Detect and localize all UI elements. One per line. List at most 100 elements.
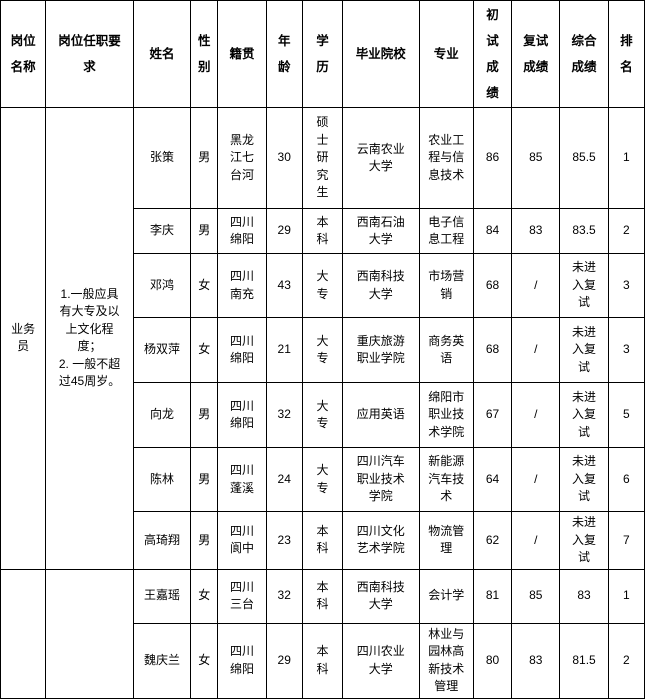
cell-major: 电子信息工程 xyxy=(418,208,474,254)
cell-requirements: 1.一般应具有大专及以上文化程度； 2. 一般不超过45周岁。 xyxy=(45,107,134,570)
cell-education: 本科 xyxy=(301,208,344,254)
cell-name: 杨双萍 xyxy=(132,317,192,383)
cell-rank: 1 xyxy=(607,568,645,624)
cell-rank: 3 xyxy=(607,317,645,383)
table-row: 李庆 男 四川绵阳 29 本科 西南石油大学 电子信息工程 84 83 83.5… xyxy=(1,208,645,254)
cell-gender: 女 xyxy=(190,253,219,318)
cell-retest-score: 83 xyxy=(511,622,561,699)
cell-overall-score: 85.5 xyxy=(559,107,609,209)
cell-education: 大专 xyxy=(301,447,344,512)
cell-overall-score: 83 xyxy=(559,568,609,624)
cell-initial-score: 64 xyxy=(472,447,513,512)
cell-name: 向龙 xyxy=(132,382,192,448)
cell-overall-score: 81.5 xyxy=(559,622,609,699)
cell-retest-score: / xyxy=(511,447,561,512)
cell-school: 四川农业大学 xyxy=(342,622,420,699)
col-header-overall-score: 综合成绩 xyxy=(559,0,609,108)
cell-major: 物流管理 xyxy=(418,511,474,570)
cell-education: 硕士研究生 xyxy=(301,107,344,209)
cell-retest-score: / xyxy=(511,511,561,570)
cell-major: 新能源汽车技术 xyxy=(418,447,474,512)
table-row: 陈林 男 四川蓬溪 24 大专 四川汽车职业技术学院 新能源汽车技术 64 / … xyxy=(1,447,645,512)
cell-age: 29 xyxy=(265,622,303,699)
cell-native-place: 四川阆中 xyxy=(217,511,267,570)
cell-age: 29 xyxy=(265,208,303,254)
cell-requirements xyxy=(45,568,134,699)
cell-gender: 女 xyxy=(190,622,219,699)
requirement-item: 2. 一般不超过45周岁。 xyxy=(58,356,121,389)
cell-gender: 男 xyxy=(190,511,219,570)
cell-rank: 1 xyxy=(607,107,645,209)
cell-school: 西南科技大学 xyxy=(342,568,420,624)
cell-native-place: 四川绵阳 xyxy=(217,317,267,383)
cell-age: 23 xyxy=(265,511,303,570)
table-row: 邓鸿 女 四川南充 43 大专 西南科技大学 市场营销 68 / 未进入复试 3 xyxy=(1,253,645,318)
cell-position: 业务员 xyxy=(0,107,47,570)
cell-rank: 5 xyxy=(607,382,645,448)
cell-age: 32 xyxy=(265,568,303,624)
cell-native-place: 黑龙江七台河 xyxy=(217,107,267,209)
cell-age: 24 xyxy=(265,447,303,512)
cell-rank: 6 xyxy=(607,447,645,512)
cell-overall-score: 83.5 xyxy=(559,208,609,254)
cell-retest-score: / xyxy=(511,382,561,448)
table-row: 魏庆兰 女 四川绵阳 29 本科 四川农业大学 林业与园林高新技术管理 80 8… xyxy=(1,622,645,699)
cell-major: 绵阳市职业技术学院 xyxy=(418,382,474,448)
cell-age: 43 xyxy=(265,253,303,318)
cell-education: 本科 xyxy=(301,568,344,624)
cell-name: 高琦翔 xyxy=(132,511,192,570)
cell-overall-score: 未进入复试 xyxy=(559,317,609,383)
table-row: 王嘉瑶 女 四川三台 32 本科 西南科技大学 会计学 81 85 83 1 xyxy=(0,568,645,699)
cell-gender: 女 xyxy=(190,568,219,624)
header-row: 岗位名称 岗位任职要求 姓名 性别 籍贯 年龄 学历 毕业院校 专业 初试成绩 … xyxy=(0,0,645,108)
table-row: 业务员 1.一般应具有大专及以上文化程度； 2. 一般不超过45周岁。 张策 男… xyxy=(0,107,645,570)
cell-name: 魏庆兰 xyxy=(132,622,192,699)
col-header-school: 毕业院校 xyxy=(342,0,420,108)
cell-school: 西南科技大学 xyxy=(342,253,420,318)
table-row: 杨双萍 女 四川绵阳 21 大专 重庆旅游职业学院 商务英语 68 / 未进入复… xyxy=(1,317,645,383)
cell-gender: 男 xyxy=(190,447,219,512)
cell-retest-score: / xyxy=(511,253,561,318)
cell-major: 会计学 xyxy=(418,568,474,624)
col-header-age: 年龄 xyxy=(265,0,303,108)
col-header-rank: 排名 xyxy=(607,0,645,108)
cell-native-place: 四川绵阳 xyxy=(217,622,267,699)
col-header-initial-score: 初试成绩 xyxy=(472,0,513,108)
cell-gender: 男 xyxy=(190,107,219,209)
cell-major: 林业与园林高新技术管理 xyxy=(418,622,474,699)
cell-initial-score: 68 xyxy=(472,253,513,318)
cell-name: 邓鸿 xyxy=(132,253,192,318)
cell-major: 农业工程与信息技术 xyxy=(418,107,474,209)
cell-initial-score: 62 xyxy=(472,511,513,570)
cell-rank: 2 xyxy=(607,208,645,254)
cell-age: 32 xyxy=(265,382,303,448)
cell-education: 本科 xyxy=(301,622,344,699)
cell-native-place: 四川南充 xyxy=(217,253,267,318)
cell-major: 商务英语 xyxy=(418,317,474,383)
cell-school: 应用英语 xyxy=(342,382,420,448)
cell-overall-score: 未进入复试 xyxy=(559,447,609,512)
table-row: 高琦翔 男 四川阆中 23 本科 四川文化艺术学院 物流管理 62 / 未进入复… xyxy=(1,511,645,570)
col-header-native-place: 籍贯 xyxy=(217,0,267,108)
cell-major: 市场营销 xyxy=(418,253,474,318)
cell-school: 西南石油大学 xyxy=(342,208,420,254)
col-header-name: 姓名 xyxy=(132,0,192,108)
cell-age: 30 xyxy=(265,107,303,209)
cell-initial-score: 80 xyxy=(472,622,513,699)
cell-retest-score: 85 xyxy=(511,568,561,624)
cell-retest-score: / xyxy=(511,317,561,383)
cell-native-place: 四川绵阳 xyxy=(217,208,267,254)
cell-education: 大专 xyxy=(301,253,344,318)
cell-name: 张策 xyxy=(132,107,192,209)
cell-school: 四川汽车职业技术学院 xyxy=(342,447,420,512)
cell-rank: 7 xyxy=(607,511,645,570)
cell-initial-score: 68 xyxy=(472,317,513,383)
cell-school: 重庆旅游职业学院 xyxy=(342,317,420,383)
cell-school: 云南农业大学 xyxy=(342,107,420,209)
cell-name: 陈林 xyxy=(132,447,192,512)
col-header-retest-score: 复试成绩 xyxy=(511,0,561,108)
cell-overall-score: 未进入复试 xyxy=(559,511,609,570)
cell-age: 21 xyxy=(265,317,303,383)
